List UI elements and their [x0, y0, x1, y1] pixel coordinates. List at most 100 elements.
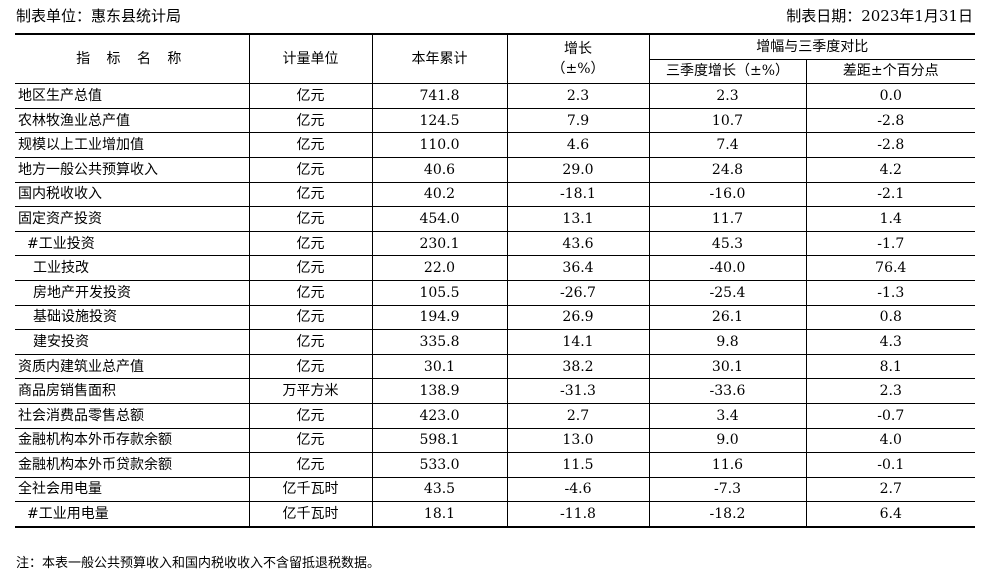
- q3-growth-cell: -25.4: [648, 279, 807, 306]
- indicator-name: 地方一般公共预算收入: [15, 156, 250, 183]
- diff-cell: 8.1: [805, 353, 975, 380]
- report-header: 制表单位：惠东县统计局 制表日期：2023年1月31日: [16, 4, 973, 26]
- ytd-cell: 43.5: [371, 476, 508, 503]
- diff-cell: 4.3: [805, 329, 975, 355]
- growth-cell: 11.5: [506, 452, 650, 478]
- q3-growth-cell: -7.3: [648, 476, 807, 503]
- q3-growth-cell: 30.1: [648, 353, 807, 380]
- table-row: 规模以上工业增加值 亿元 110.0 4.6 7.4 -2.8: [15, 132, 975, 158]
- unit-cell: 亿元: [248, 402, 373, 429]
- compiling-date: 制表日期：2023年1月31日: [786, 6, 973, 25]
- diff-cell: 76.4: [805, 255, 975, 281]
- ytd-cell: 194.9: [371, 304, 508, 331]
- table-row: 金融机构本外币存款余额 亿元 598.1 13.0 9.0 4.0: [15, 427, 975, 454]
- ytd-cell: 40.2: [371, 181, 508, 208]
- ytd-cell: 423.0: [371, 402, 508, 429]
- header-indicator: 指 标 名 称: [15, 33, 250, 85]
- header-growth-line2: （±%）: [551, 61, 605, 78]
- growth-cell: 7.9: [506, 107, 650, 134]
- growth-cell: 43.6: [506, 230, 650, 257]
- diff-cell: 0.0: [805, 83, 975, 109]
- growth-cell: 36.4: [506, 255, 650, 281]
- statistics-table: 指 标 名 称 计量单位 本年累计 增长 （±%） 增幅与三季度对比 三季度增长…: [15, 32, 975, 528]
- table-row: 国内税收收入 亿元 40.2 -18.1 -16.0 -2.1: [15, 181, 975, 208]
- unit-cell: 亿元: [248, 353, 373, 380]
- q3-growth-cell: 9.8: [648, 329, 807, 355]
- diff-cell: -2.8: [805, 107, 975, 134]
- table-body: 地区生产总值 亿元 741.8 2.3 2.3 0.0 农林牧渔业总产值 亿元 …: [15, 83, 975, 528]
- growth-cell: 13.0: [506, 427, 650, 454]
- ytd-cell: 741.8: [371, 83, 508, 109]
- diff-cell: 4.0: [805, 427, 975, 454]
- indicator-name: 房地产开发投资: [15, 279, 250, 306]
- header-compare-group: 增幅与三季度对比: [648, 32, 975, 60]
- indicator-name: 商品房销售面积: [15, 378, 250, 404]
- q3-growth-cell: 3.4: [648, 402, 807, 429]
- ytd-cell: 124.5: [371, 107, 508, 134]
- header-growth-line1: 增长: [564, 41, 592, 58]
- indicator-name: 农林牧渔业总产值: [15, 107, 250, 134]
- ytd-cell: 598.1: [371, 427, 508, 454]
- table-row: 农林牧渔业总产值 亿元 124.5 7.9 10.7 -2.8: [15, 107, 975, 134]
- diff-cell: 2.7: [805, 476, 975, 503]
- growth-cell: -26.7: [506, 279, 650, 306]
- ytd-cell: 18.1: [371, 501, 508, 528]
- unit-cell: 亿元: [248, 230, 373, 257]
- unit-cell: 亿元: [248, 156, 373, 183]
- indicator-name: 规模以上工业增加值: [15, 132, 250, 158]
- unit-cell: 万平方米: [248, 378, 373, 404]
- diff-cell: -2.8: [805, 132, 975, 158]
- unit-cell: 亿元: [248, 107, 373, 134]
- diff-cell: 4.2: [805, 156, 975, 183]
- q3-growth-cell: -33.6: [648, 378, 807, 404]
- header-diff-pp: 差距±个百分点: [805, 58, 975, 85]
- header-growth: 增长 （±%）: [506, 33, 650, 85]
- diff-cell: -1.3: [805, 279, 975, 306]
- diff-cell: 1.4: [805, 206, 975, 232]
- table-row: 全社会用电量 亿千瓦时 43.5 -4.6 -7.3 2.7: [15, 476, 975, 503]
- growth-cell: 4.6: [506, 132, 650, 158]
- ytd-cell: 40.6: [371, 156, 508, 183]
- unit-cell: 亿元: [248, 83, 373, 109]
- diff-cell: -0.7: [805, 402, 975, 429]
- table-row: 地区生产总值 亿元 741.8 2.3 2.3 0.0: [15, 83, 975, 109]
- indicator-name: 基础设施投资: [15, 304, 250, 331]
- header-q3-growth: 三季度增长（±%）: [649, 58, 807, 85]
- diff-cell: -1.7: [805, 230, 975, 257]
- q3-growth-cell: -16.0: [648, 181, 807, 208]
- growth-cell: 29.0: [506, 156, 650, 183]
- growth-cell: 2.7: [506, 402, 650, 429]
- indicator-name: 全社会用电量: [15, 476, 250, 503]
- indicator-name: 金融机构本外币存款余额: [15, 427, 250, 454]
- indicator-name: 资质内建筑业总产值: [15, 353, 250, 380]
- q3-growth-cell: 2.3: [648, 83, 807, 109]
- diff-cell: -2.1: [805, 181, 975, 208]
- diff-cell: -0.1: [805, 452, 975, 478]
- growth-cell: -11.8: [506, 501, 650, 528]
- diff-cell: 0.8: [805, 304, 975, 331]
- q3-growth-cell: 26.1: [648, 304, 807, 331]
- indicator-name: 国内税收收入: [15, 181, 250, 208]
- q3-growth-cell: -18.2: [648, 501, 807, 528]
- unit-cell: 亿元: [248, 181, 373, 208]
- ytd-cell: 454.0: [371, 206, 508, 232]
- ytd-cell: 110.0: [371, 132, 508, 158]
- table-row: 工业技改 亿元 22.0 36.4 -40.0 76.4: [15, 255, 975, 281]
- unit-cell: 亿元: [248, 329, 373, 355]
- q3-growth-cell: 7.4: [648, 132, 807, 158]
- diff-cell: 6.4: [805, 501, 975, 528]
- header-ytd: 本年累计: [371, 33, 508, 85]
- table-row: #工业用电量 亿千瓦时 18.1 -11.8 -18.2 6.4: [15, 501, 975, 528]
- unit-cell: 亿元: [248, 132, 373, 158]
- table-row: #工业投资 亿元 230.1 43.6 45.3 -1.7: [15, 230, 975, 257]
- indicator-name: 建安投资: [15, 329, 250, 355]
- unit-cell: 亿元: [248, 206, 373, 232]
- indicator-name: 工业技改: [15, 255, 250, 281]
- unit-cell: 亿元: [248, 452, 373, 478]
- growth-cell: 14.1: [506, 329, 650, 355]
- ytd-cell: 138.9: [371, 378, 508, 404]
- q3-growth-cell: 10.7: [648, 107, 807, 134]
- table-row: 地方一般公共预算收入 亿元 40.6 29.0 24.8 4.2: [15, 156, 975, 183]
- indicator-name: 社会消费品零售总额: [15, 402, 250, 429]
- table-row: 社会消费品零售总额 亿元 423.0 2.7 3.4 -0.7: [15, 402, 975, 429]
